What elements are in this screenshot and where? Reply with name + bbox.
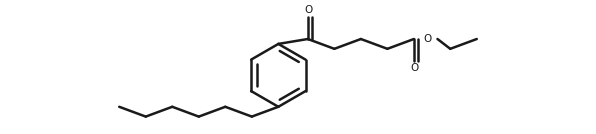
Text: O: O — [424, 34, 432, 44]
Text: O: O — [305, 5, 313, 15]
Text: O: O — [411, 63, 419, 73]
